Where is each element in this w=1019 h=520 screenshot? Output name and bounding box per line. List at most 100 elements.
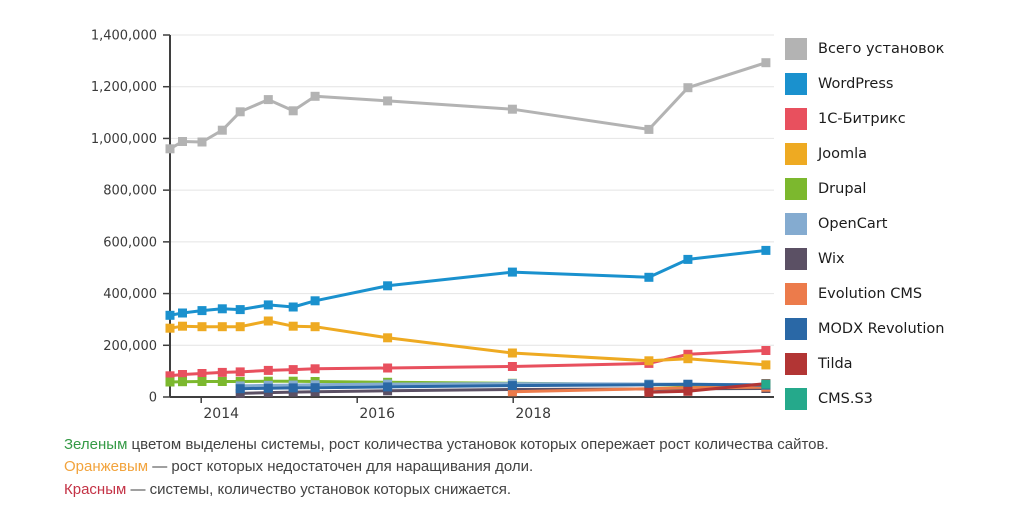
legend-label: Drupal <box>818 181 867 197</box>
footnote-color-word: Оранжевым <box>64 458 149 476</box>
footnote-line: Оранжевым — рост которых недостаточен дл… <box>64 456 829 478</box>
series-line <box>169 61 767 151</box>
data-point-marker <box>217 377 227 386</box>
legend-label: 1С-Битрикс <box>818 111 906 127</box>
data-point-marker <box>683 386 693 396</box>
y-axis-label: 400,000 <box>103 287 157 302</box>
data-point-marker <box>178 377 187 387</box>
data-point-marker <box>197 322 207 332</box>
y-axis-label: 1,200,000 <box>91 80 157 95</box>
legend-item-wix[interactable]: Wix <box>785 248 944 270</box>
legend-swatch <box>785 143 807 165</box>
legend-swatch <box>785 388 807 410</box>
data-point-marker <box>197 377 207 386</box>
data-point-marker <box>235 388 245 398</box>
series-wordpress <box>165 245 771 320</box>
legend-swatch <box>785 248 807 270</box>
data-point-marker <box>165 371 175 381</box>
legend-item-evolution-cms[interactable]: Evolution CMS <box>785 283 944 305</box>
data-point-marker <box>235 384 245 394</box>
data-point-marker <box>288 383 298 393</box>
legend-swatch <box>785 318 807 340</box>
x-axis-label: 2018 <box>515 406 551 422</box>
data-point-marker <box>683 379 693 389</box>
legend-item-tilda[interactable]: Tilda <box>785 353 944 375</box>
data-point-marker <box>263 95 273 105</box>
data-point-marker <box>235 107 245 117</box>
series-joomla <box>165 316 771 370</box>
data-point-marker <box>761 360 771 370</box>
legend-label: OpenCart <box>818 216 888 232</box>
legend-item-drupal[interactable]: Drupal <box>785 178 944 200</box>
data-point-marker <box>263 316 273 326</box>
data-point-marker <box>217 125 227 135</box>
data-point-marker <box>178 308 187 318</box>
legend-item-всего-установок[interactable]: Всего установок <box>785 38 944 60</box>
footnote-color-word: Зеленым <box>64 436 128 453</box>
legend-swatch <box>785 213 807 235</box>
legend-label: Joomla <box>818 146 868 162</box>
x-axis-label: 2014 <box>203 406 239 422</box>
data-point-marker <box>310 364 320 374</box>
data-point-marker <box>235 322 245 332</box>
series-всего-установок <box>165 58 771 154</box>
data-point-marker <box>383 363 393 373</box>
data-point-marker <box>165 377 175 387</box>
y-axis-label: 200,000 <box>103 339 157 354</box>
axes: 0 200,000 400,000 600,000 800,000 1,000,000 1,… <box>91 29 774 422</box>
data-point-marker <box>310 383 320 393</box>
data-point-marker <box>507 387 517 397</box>
series-line <box>169 319 767 367</box>
data-point-marker <box>683 354 693 364</box>
legend-item-wordpress[interactable]: WordPress <box>785 73 944 95</box>
data-point-marker <box>217 367 227 377</box>
data-point-marker <box>761 379 771 389</box>
data-point-marker <box>683 83 693 93</box>
legend-label: WordPress <box>818 76 894 92</box>
data-point-marker <box>310 91 320 101</box>
data-point-marker <box>178 370 187 379</box>
data-point-marker <box>644 380 654 390</box>
data-point-marker <box>383 382 393 392</box>
data-point-marker <box>383 333 393 343</box>
footnote-line: Зеленым цветом выделены системы, рост ко… <box>64 434 829 456</box>
data-point-marker <box>310 322 320 332</box>
legend-label: Всего установок <box>818 41 945 57</box>
data-point-marker <box>165 144 175 154</box>
legend-swatch <box>785 73 807 95</box>
data-point-marker <box>644 356 654 366</box>
data-point-marker <box>644 124 654 134</box>
data-point-marker <box>683 254 693 264</box>
legend-swatch <box>785 353 807 375</box>
data-point-marker <box>217 304 227 314</box>
legend-item-joomla[interactable]: Joomla <box>785 143 944 165</box>
footnote-text: цветом выделены системы, рост количества… <box>127 436 829 453</box>
legend-label: Wix <box>818 251 845 267</box>
gridlines <box>170 34 774 346</box>
data-point-marker <box>761 58 771 68</box>
legend-item-modx-revolution[interactable]: MODX Revolution <box>785 318 944 340</box>
data-point-marker <box>383 96 393 106</box>
data-point-marker <box>165 310 175 320</box>
data-point-marker <box>288 321 298 331</box>
legend-item-opencart[interactable]: OpenCart <box>785 213 944 235</box>
data-point-marker <box>310 296 320 306</box>
y-axis-label: 800,000 <box>103 184 157 199</box>
legend-item-1с-битрикс[interactable]: 1С-Битрикс <box>785 108 944 130</box>
x-axis-label: 2016 <box>359 406 395 422</box>
data-point-marker <box>263 365 273 375</box>
footnote-text: — рост которых недостаточен для наращива… <box>148 458 534 476</box>
data-point-marker <box>507 348 517 358</box>
data-point-marker <box>235 367 245 377</box>
series-line <box>169 248 767 317</box>
footnote-text: — системы, количество установок которых … <box>126 480 512 498</box>
data-point-marker <box>507 104 517 114</box>
data-point-marker <box>235 305 245 315</box>
data-point-marker <box>761 346 771 355</box>
legend-swatch <box>785 283 807 305</box>
data-point-marker <box>165 323 175 333</box>
legend-swatch <box>785 38 807 60</box>
chart-footnotes: Зеленым цветом выделены системы, рост ко… <box>64 434 829 501</box>
y-axis-label: 1,000,000 <box>91 132 157 147</box>
legend-item-cms-s3[interactable]: CMS.S3 <box>785 388 944 410</box>
